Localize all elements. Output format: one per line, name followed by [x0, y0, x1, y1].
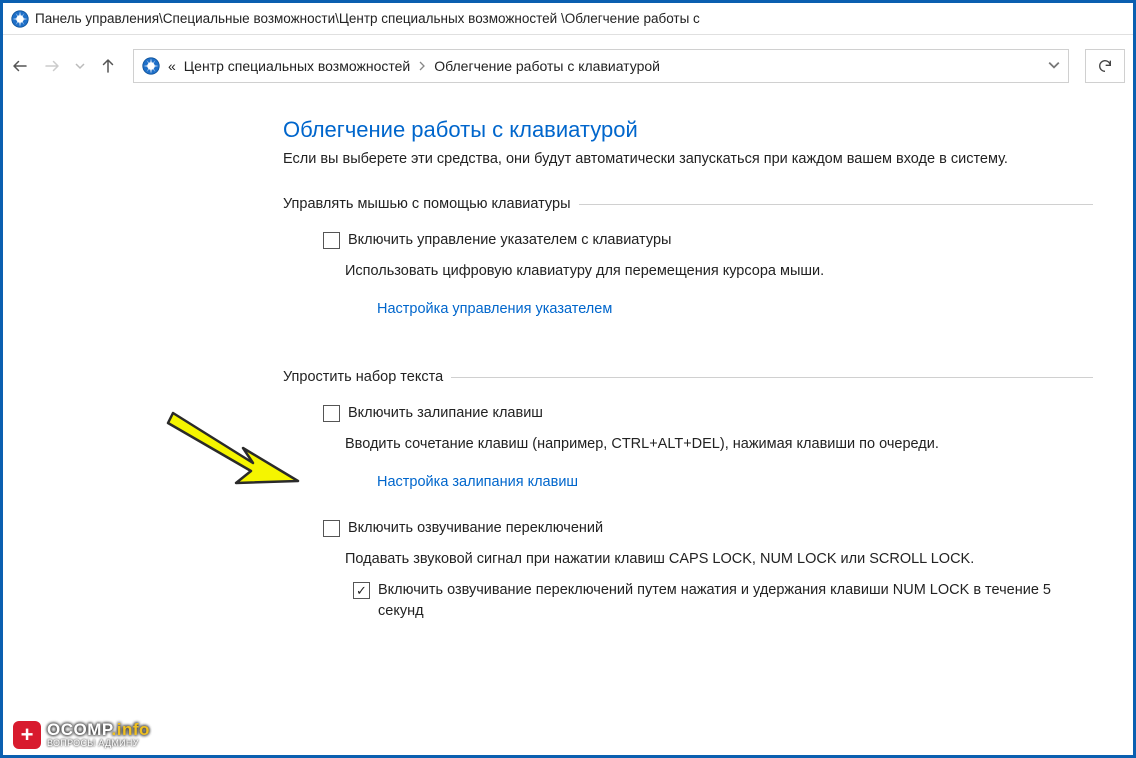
option-description: Подавать звуковой сигнал при нажатии кла… — [345, 549, 1093, 570]
address-history-dropdown[interactable] — [1048, 58, 1060, 74]
refresh-button[interactable] — [1085, 49, 1125, 83]
arrow-up-icon — [99, 57, 117, 75]
option-description: Вводить сочетание клавиш (например, CTRL… — [345, 434, 1093, 455]
option-toggle-keys[interactable]: Включить озвучивание переключений — [323, 518, 1093, 539]
option-description: Использовать цифровую клавиатуру для пер… — [345, 261, 1093, 282]
breadcrumb-separator-icon — [418, 58, 426, 74]
chevron-down-icon — [1048, 59, 1060, 71]
nav-arrows — [11, 57, 117, 75]
checkbox-label: Включить залипание клавиш — [348, 403, 543, 424]
address-prefix: « — [168, 58, 176, 74]
link-mouse-keys-settings[interactable]: Настройка управления указателем — [377, 301, 612, 317]
section-mouse-control: Управлять мышью с помощью клавиатуры Вкл… — [283, 196, 1093, 345]
up-button[interactable] — [99, 57, 117, 75]
watermark-brand: OCOMP.info — [47, 721, 150, 739]
chevron-down-icon — [75, 61, 85, 71]
recent-locations-dropdown[interactable] — [75, 61, 85, 71]
section-title: Управлять мышью с помощью клавиатуры — [283, 196, 571, 212]
window-title: Панель управления\Специальные возможност… — [35, 11, 700, 26]
section-title: Упростить набор текста — [283, 369, 443, 385]
watermark-tagline: ВОПРОСЫ АДМИНУ — [47, 739, 150, 748]
control-panel-icon — [11, 10, 29, 28]
breadcrumb-item[interactable]: Облегчение работы с клавиатурой — [434, 58, 660, 74]
window-titlebar: Панель управления\Специальные возможност… — [3, 3, 1133, 35]
section-divider — [579, 204, 1093, 205]
breadcrumb-item[interactable]: Центр специальных возможностей — [184, 58, 410, 74]
page-description: Если вы выберете эти средства, они будут… — [283, 149, 1093, 170]
checkbox-mouse-keys[interactable] — [323, 232, 340, 249]
back-button[interactable] — [11, 57, 29, 75]
checkbox-sticky-keys[interactable] — [323, 405, 340, 422]
section-divider — [451, 377, 1093, 378]
arrow-left-icon — [11, 57, 29, 75]
control-panel-icon — [142, 57, 160, 75]
forward-button[interactable] — [43, 57, 61, 75]
option-sticky-keys[interactable]: Включить залипание клавиш — [323, 403, 1093, 424]
checkbox-toggle-keys[interactable] — [323, 520, 340, 537]
page-title: Облегчение работы с клавиатурой — [283, 117, 1093, 143]
link-sticky-keys-settings[interactable]: Настройка залипания клавиш — [377, 474, 578, 490]
section-simplify-typing: Упростить набор текста Включить залипани… — [283, 369, 1093, 622]
arrow-right-icon — [43, 57, 61, 75]
refresh-icon — [1097, 58, 1113, 74]
checkbox-label: Включить озвучивание переключений — [348, 518, 603, 539]
checkbox-label: Включить озвучивание переключений путем … — [378, 580, 1093, 622]
watermark-badge-icon: + — [13, 721, 41, 749]
main-content: Облегчение работы с клавиатурой Если вы … — [3, 97, 1133, 666]
address-bar[interactable]: « Центр специальных возможностей Облегче… — [133, 49, 1069, 83]
navigation-bar: « Центр специальных возможностей Облегче… — [3, 35, 1133, 97]
option-toggle-keys-shortcut[interactable]: Включить озвучивание переключений путем … — [353, 580, 1093, 622]
checkbox-label: Включить управление указателем с клавиат… — [348, 230, 671, 251]
checkbox-toggle-keys-shortcut[interactable] — [353, 582, 370, 599]
option-mouse-keys[interactable]: Включить управление указателем с клавиат… — [323, 230, 1093, 251]
watermark: + OCOMP.info ВОПРОСЫ АДМИНУ — [13, 721, 150, 749]
